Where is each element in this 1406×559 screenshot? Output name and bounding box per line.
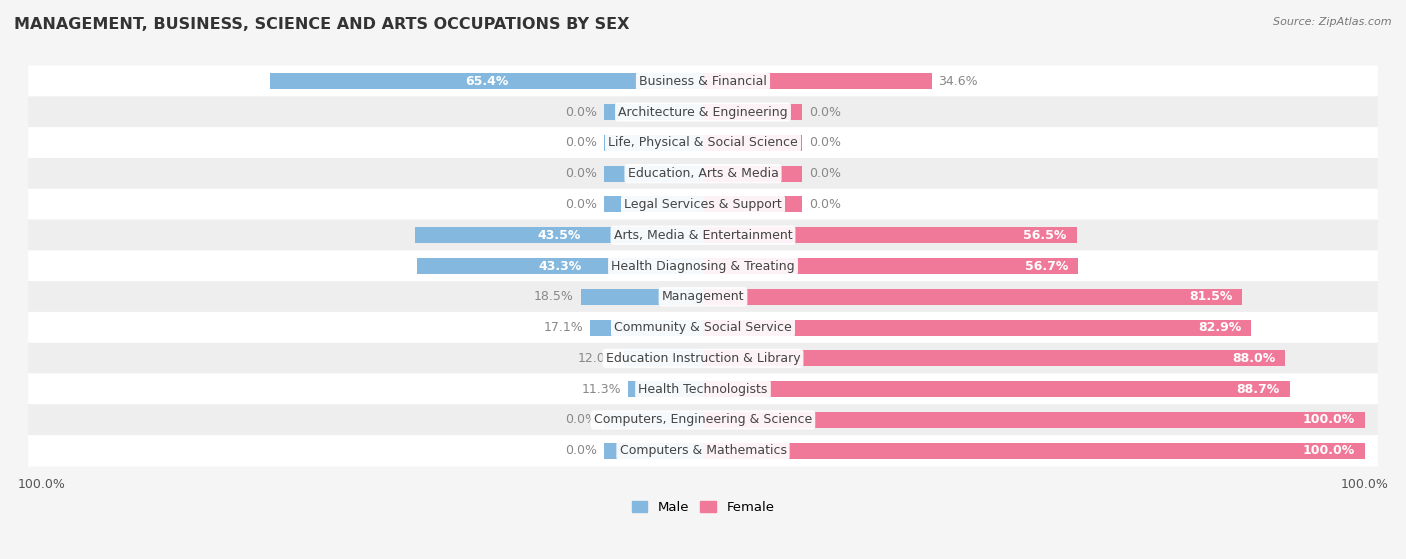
Bar (270, 73, 703, 89)
Text: MANAGEMENT, BUSINESS, SCIENCE AND ARTS OCCUPATIONS BY SEX: MANAGEMENT, BUSINESS, SCIENCE AND ARTS O… (14, 17, 630, 32)
Text: 81.5%: 81.5% (1189, 290, 1232, 304)
Text: 0.0%: 0.0% (565, 198, 598, 211)
Text: Management: Management (662, 290, 744, 304)
Text: 88.7%: 88.7% (1237, 383, 1279, 396)
Text: 0.0%: 0.0% (808, 198, 841, 211)
Bar (603, 165, 703, 182)
Bar (591, 320, 703, 335)
FancyBboxPatch shape (28, 250, 1378, 282)
Bar (703, 227, 1077, 243)
Text: 100.0%: 100.0% (1302, 414, 1354, 427)
Bar (603, 412, 703, 428)
FancyBboxPatch shape (28, 96, 1378, 128)
Text: Source: ZipAtlas.com: Source: ZipAtlas.com (1274, 17, 1392, 27)
Text: Arts, Media & Entertainment: Arts, Media & Entertainment (613, 229, 793, 241)
Text: 18.5%: 18.5% (534, 290, 574, 304)
Bar (603, 196, 703, 212)
Bar (415, 227, 703, 243)
Text: Business & Financial: Business & Financial (640, 75, 766, 88)
Bar (603, 135, 703, 151)
Text: Computers & Mathematics: Computers & Mathematics (620, 444, 786, 457)
Text: 17.1%: 17.1% (544, 321, 583, 334)
Text: Life, Physical & Social Science: Life, Physical & Social Science (609, 136, 797, 149)
Text: 0.0%: 0.0% (565, 106, 598, 119)
FancyBboxPatch shape (28, 435, 1378, 466)
Text: Education, Arts & Media: Education, Arts & Media (627, 167, 779, 180)
FancyBboxPatch shape (28, 220, 1378, 251)
Text: 43.5%: 43.5% (537, 229, 581, 241)
FancyBboxPatch shape (28, 65, 1378, 97)
Bar (703, 104, 803, 120)
Bar (628, 381, 703, 397)
Bar (703, 135, 803, 151)
Text: Health Technologists: Health Technologists (638, 383, 768, 396)
Text: Education Instruction & Library: Education Instruction & Library (606, 352, 800, 365)
Text: 0.0%: 0.0% (565, 167, 598, 180)
Bar (703, 258, 1078, 274)
Text: 56.5%: 56.5% (1024, 229, 1067, 241)
Bar (703, 289, 1241, 305)
FancyBboxPatch shape (28, 404, 1378, 435)
Text: 0.0%: 0.0% (808, 167, 841, 180)
Bar (581, 289, 703, 305)
Bar (703, 381, 1289, 397)
Text: 0.0%: 0.0% (565, 136, 598, 149)
FancyBboxPatch shape (28, 127, 1378, 159)
Text: 100.0%: 100.0% (1302, 444, 1354, 457)
Bar (703, 320, 1251, 335)
FancyBboxPatch shape (28, 158, 1378, 190)
Text: Health Diagnosing & Treating: Health Diagnosing & Treating (612, 259, 794, 272)
FancyBboxPatch shape (28, 281, 1378, 312)
Bar (624, 350, 703, 366)
FancyBboxPatch shape (28, 343, 1378, 374)
Text: 43.3%: 43.3% (538, 259, 582, 272)
Text: Computers, Engineering & Science: Computers, Engineering & Science (593, 414, 813, 427)
Text: 0.0%: 0.0% (565, 414, 598, 427)
Bar (416, 258, 703, 274)
Text: 0.0%: 0.0% (808, 106, 841, 119)
Bar (703, 443, 1364, 459)
Text: 0.0%: 0.0% (808, 136, 841, 149)
Bar (603, 104, 703, 120)
Text: 56.7%: 56.7% (1025, 259, 1069, 272)
Bar (703, 412, 1364, 428)
Bar (703, 196, 803, 212)
Legend: Male, Female: Male, Female (626, 495, 780, 519)
Text: 82.9%: 82.9% (1198, 321, 1241, 334)
Bar (703, 73, 932, 89)
Text: 11.3%: 11.3% (582, 383, 621, 396)
Text: 34.6%: 34.6% (938, 75, 979, 88)
Bar (703, 350, 1285, 366)
Bar (703, 165, 803, 182)
Text: 88.0%: 88.0% (1232, 352, 1275, 365)
Bar (603, 443, 703, 459)
Text: 65.4%: 65.4% (465, 75, 509, 88)
FancyBboxPatch shape (28, 189, 1378, 220)
FancyBboxPatch shape (28, 373, 1378, 405)
FancyBboxPatch shape (28, 312, 1378, 343)
Text: Architecture & Engineering: Architecture & Engineering (619, 106, 787, 119)
Text: 0.0%: 0.0% (565, 444, 598, 457)
Text: 12.0%: 12.0% (578, 352, 617, 365)
Text: Legal Services & Support: Legal Services & Support (624, 198, 782, 211)
Text: Community & Social Service: Community & Social Service (614, 321, 792, 334)
